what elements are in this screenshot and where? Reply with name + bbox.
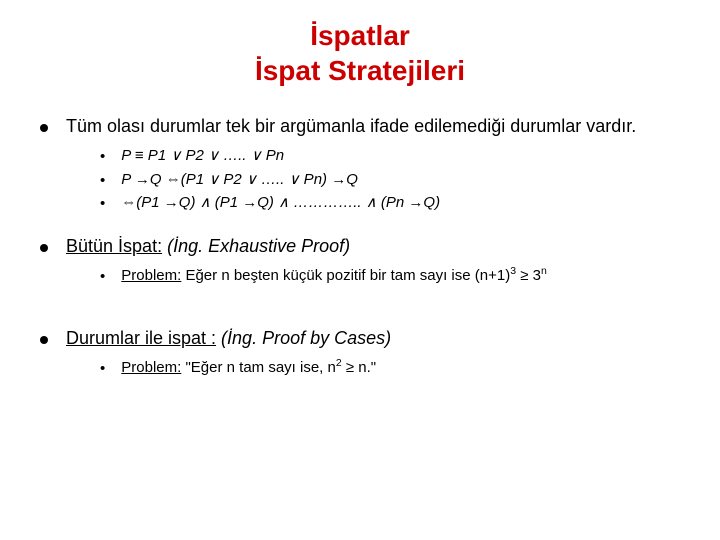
sub-3-1-text: Problem: "Eğer n tam sayı ise, n2 ≥ n.": [121, 357, 376, 380]
bullet-3-text: Durumlar ile ispat : (İng. Proof by Case…: [66, 328, 391, 349]
bullet-disc-icon: [40, 336, 48, 344]
sub-3-1-mid: ≥ n.": [342, 359, 376, 376]
bullet-1-text: Tüm olası durumlar tek bir argümanla ifa…: [66, 116, 636, 137]
bullet-disc-icon: [40, 124, 48, 132]
sub-list-2: • Problem: Eğer n beşten küçük pozitif b…: [40, 265, 680, 289]
sub-1-2: • P →Q ⇔(P1 ∨ P2 ∨ ….. ∨ Pn) →Q: [100, 169, 680, 193]
sub-list-1: • P ≡ P1 ∨ P2 ∨ ….. ∨ Pn • P →Q ⇔(P1 ∨ P…: [40, 145, 680, 216]
sub-1-3: • ⇔(P1 →Q) ∧ (P1 →Q) ∧ ………….. ∧ (Pn →Q): [100, 192, 680, 216]
title-block: İspatlar İspat Stratejileri: [40, 18, 680, 88]
bullet-1: Tüm olası durumlar tek bir argümanla ifa…: [40, 116, 680, 137]
sub-2-1: • Problem: Eğer n beşten küçük pozitif b…: [100, 265, 680, 289]
bullet-3-label: Durumlar ile ispat :: [66, 328, 216, 348]
sub-2-1-label: Problem:: [121, 267, 181, 284]
bullet-2-paren: (İng. Exhaustive Proof): [162, 236, 350, 256]
sub-2-1-rest-a: Eğer n beşten küçük pozitif bir tam sayı…: [181, 267, 510, 284]
sub-2-1-mid: ≥ 3: [516, 267, 541, 284]
bullet-2-label: Bütün İspat:: [66, 236, 162, 256]
sub-1-1-text: P ≡ P1 ∨ P2 ∨ ….. ∨ Pn: [121, 145, 284, 168]
slide: İspatlar İspat Stratejileri Tüm olası du…: [0, 0, 720, 540]
title-line-2: İspat Stratejileri: [40, 53, 680, 88]
bullet-disc-icon: [40, 244, 48, 252]
sub-3-1-rest-a: "Eğer n tam sayı ise, n: [181, 359, 336, 376]
sub-dot-icon: •: [100, 358, 105, 381]
sub-2-1-exp2: n: [541, 265, 547, 277]
sub-3-1-label: Problem:: [121, 359, 181, 376]
bullet-3-paren: (İng. Proof by Cases): [216, 328, 391, 348]
bullet-2-text: Bütün İspat: (İng. Exhaustive Proof): [66, 236, 350, 257]
sub-dot-icon: •: [100, 170, 105, 193]
sub-2-1-text: Problem: Eğer n beşten küçük pozitif bir…: [121, 265, 547, 288]
sub-1-1: • P ≡ P1 ∨ P2 ∨ ….. ∨ Pn: [100, 145, 680, 169]
sub-3-1: • Problem: "Eğer n tam sayı ise, n2 ≥ n.…: [100, 357, 680, 381]
title-line-1: İspatlar: [40, 18, 680, 53]
sub-dot-icon: •: [100, 266, 105, 289]
bullet-2: Bütün İspat: (İng. Exhaustive Proof): [40, 236, 680, 257]
sub-1-2-text: P →Q ⇔(P1 ∨ P2 ∨ ….. ∨ Pn) →Q: [121, 169, 358, 192]
bullet-3: Durumlar ile ispat : (İng. Proof by Case…: [40, 328, 680, 349]
sub-list-3: • Problem: "Eğer n tam sayı ise, n2 ≥ n.…: [40, 357, 680, 381]
sub-1-3-text: ⇔(P1 →Q) ∧ (P1 →Q) ∧ ………….. ∧ (Pn →Q): [121, 192, 440, 215]
sub-dot-icon: •: [100, 146, 105, 169]
sub-dot-icon: •: [100, 193, 105, 216]
